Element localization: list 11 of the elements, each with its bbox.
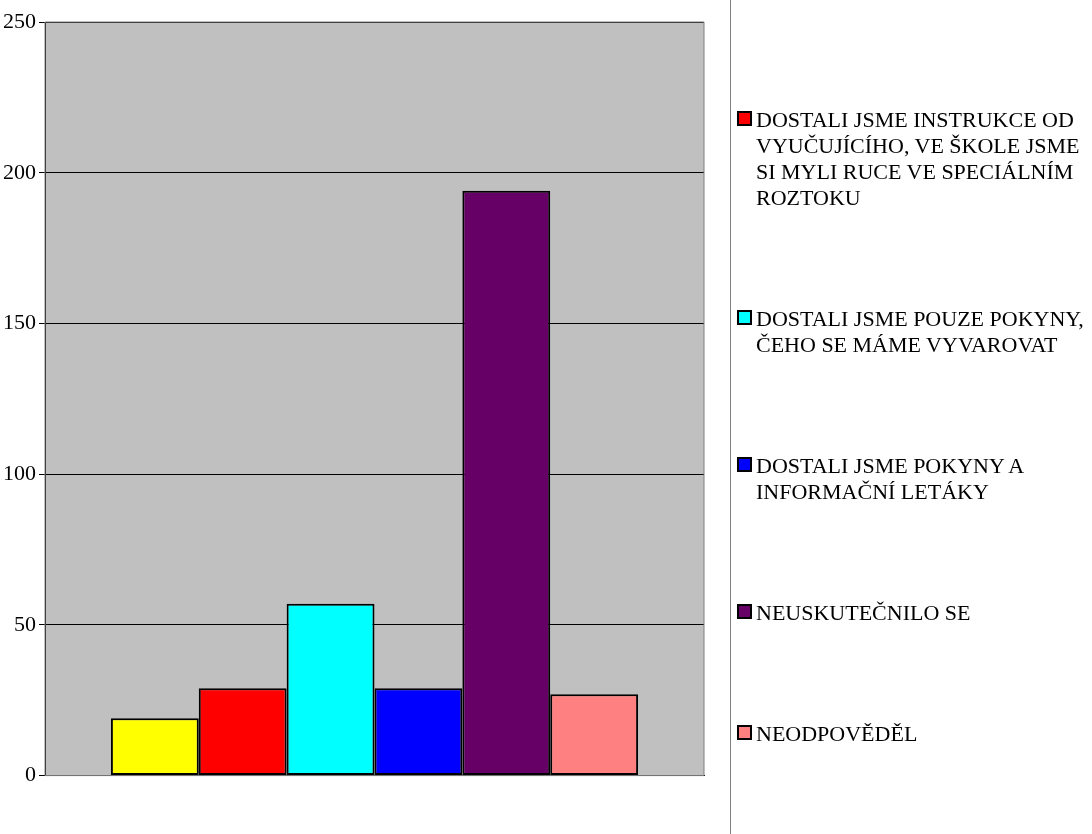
y-tick-label: 50 <box>14 610 36 636</box>
legend-label: DOSTALI JSME POUZE POKYNY, ČEHO SE MÁME VYVAROVAT <box>756 306 1085 359</box>
y-tick-label: 100 <box>3 459 36 485</box>
y-tick-label: 200 <box>3 158 36 184</box>
y-tick-label: 0 <box>25 761 36 787</box>
legend-label: DOSTALI JSME INSTRUKCE OD VYUČUJÍCÍHO, VE ŠKOLE JSME SI MYLI RUCE VE SPECIÁLNÍM ROZTOKU <box>756 107 1081 212</box>
legend-label: DOSTALI JSME POKYNY A INFORMAČNÍ LETÁKY <box>756 452 1025 505</box>
y-tick-label: 250 <box>3 7 36 33</box>
legend-label: NEODPOVĚDĚL <box>756 720 918 747</box>
y-tick-label: 150 <box>3 309 36 335</box>
legend-label: NEUSKUTEČNILO SE <box>756 599 971 626</box>
